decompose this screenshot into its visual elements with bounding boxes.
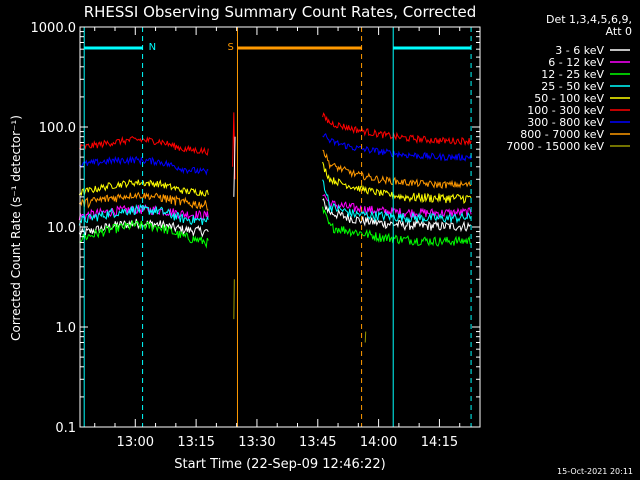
legend-entry-label: 6 - 12 keV — [548, 56, 604, 69]
chart-title: RHESSI Observing Summary Count Rates, Co… — [84, 3, 477, 21]
x-tick-label: 13:00 — [117, 435, 154, 450]
series-spike — [233, 136, 236, 197]
series-line-300-800keV — [79, 155, 209, 176]
flag-label: N — [149, 42, 156, 53]
series-line-6-12keV — [78, 204, 209, 222]
legend-header: Att 0 — [606, 25, 632, 38]
legend-entry-label: 3 - 6 keV — [555, 44, 604, 57]
flag-label: S — [227, 42, 233, 53]
plot-layer: N S 0.1 1.0 10.0 100.0 1000.0 13:00 13:15 13:30 13… — [31, 21, 481, 450]
series-line-25-50keV — [322, 179, 472, 224]
series-line-100-300keV — [322, 112, 472, 147]
y-tick-label: 100.0 — [39, 121, 76, 136]
series-line-800-7000keV — [78, 191, 209, 211]
y-tick-label: 1.0 — [55, 321, 76, 336]
x-tick-label: 14:00 — [360, 435, 397, 450]
legend-entry-label: 100 - 300 keV — [527, 104, 604, 117]
y-axis-label: Corrected Count Rate (s⁻¹ detector⁻¹) — [9, 115, 23, 341]
legend-entry-label: 25 - 50 keV — [541, 80, 604, 93]
series-line-3-6keV — [322, 198, 472, 233]
series-line-100-300keV — [79, 135, 209, 156]
legend-entry-label: 12 - 25 keV — [541, 68, 604, 81]
series-line-12-25keV — [79, 219, 209, 249]
series-line-800-7000keV — [322, 149, 472, 190]
x-axis-label: Start Time (22-Sep-09 12:46:22) — [174, 457, 385, 472]
y-tick-label: 1000.0 — [31, 21, 77, 36]
series-line-50-100keV — [322, 161, 472, 205]
legend-entry-label: 800 - 7000 keV — [520, 128, 604, 141]
legend-entry-label: 300 - 800 keV — [527, 116, 604, 129]
x-tick-label: 13:30 — [238, 435, 275, 450]
y-tick-label: 0.1 — [55, 421, 76, 436]
x-tick-label: 13:15 — [177, 435, 214, 450]
legend-entry-label: 7000 - 15000 keV — [506, 140, 604, 153]
series-line-25-50keV — [78, 203, 209, 226]
plot-timestamp: 15-Oct-2021 20:11 — [557, 467, 633, 476]
series-line-6-12keV — [322, 194, 472, 220]
x-tick-label: 13:45 — [299, 435, 336, 450]
series-line-300-800keV — [322, 132, 472, 162]
series-line-50-100keV — [78, 178, 209, 197]
series-line-12-25keV — [322, 206, 472, 247]
x-tick-label: 14:15 — [421, 435, 458, 450]
legend-header: Det 1,3,4,5,6,9, — [546, 13, 632, 26]
legend-entry-label: 50 - 100 keV — [534, 92, 604, 105]
y-tick-label: 10.0 — [47, 221, 76, 236]
